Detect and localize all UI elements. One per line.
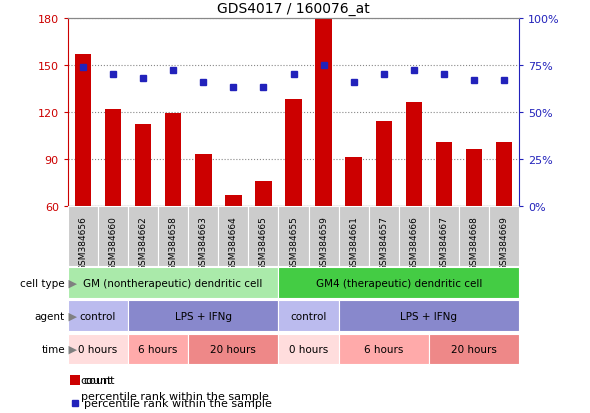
Bar <box>345 158 362 206</box>
Bar <box>68 268 278 298</box>
Bar <box>435 142 453 206</box>
Text: GSM384661: GSM384661 <box>349 216 358 270</box>
Text: GSM384662: GSM384662 <box>139 216 148 270</box>
Bar <box>68 301 128 331</box>
Text: 0 hours: 0 hours <box>78 344 117 354</box>
Bar <box>128 301 278 331</box>
Bar <box>135 125 152 206</box>
Text: ▶: ▶ <box>65 278 77 288</box>
Bar <box>315 20 332 206</box>
Bar <box>104 109 122 206</box>
Bar <box>188 334 278 364</box>
Bar <box>255 181 272 206</box>
Bar <box>278 268 519 298</box>
Bar <box>309 206 339 266</box>
Bar <box>339 206 369 266</box>
Bar <box>339 301 519 331</box>
Text: GSM384663: GSM384663 <box>199 216 208 270</box>
Text: GSM384657: GSM384657 <box>379 216 388 270</box>
Text: 6 hours: 6 hours <box>139 344 178 354</box>
Bar <box>278 301 339 331</box>
Text: GM4 (therapeutic) dendritic cell: GM4 (therapeutic) dendritic cell <box>316 278 482 288</box>
Bar <box>165 114 182 206</box>
Bar <box>248 206 278 266</box>
Text: GSM384666: GSM384666 <box>409 216 418 270</box>
Text: count: count <box>81 375 112 385</box>
Text: GSM384655: GSM384655 <box>289 216 298 270</box>
Bar <box>429 206 459 266</box>
Bar <box>128 334 188 364</box>
Bar <box>466 150 483 206</box>
Bar <box>496 142 513 206</box>
Bar <box>70 375 80 385</box>
Text: 6 hours: 6 hours <box>364 344 404 354</box>
Text: GM (nontherapeutic) dendritic cell: GM (nontherapeutic) dendritic cell <box>83 278 263 288</box>
Bar <box>158 206 188 266</box>
Text: GSM384668: GSM384668 <box>470 216 478 270</box>
Bar <box>429 334 519 364</box>
Bar <box>195 155 212 206</box>
Text: cell type: cell type <box>20 278 65 288</box>
Text: ▶: ▶ <box>65 311 77 321</box>
Text: GSM384669: GSM384669 <box>500 216 509 270</box>
Bar <box>225 195 242 206</box>
Bar <box>74 55 91 206</box>
Text: percentile rank within the sample: percentile rank within the sample <box>81 392 268 401</box>
Bar <box>188 206 218 266</box>
Bar <box>489 206 519 266</box>
Bar <box>339 334 429 364</box>
Text: ▶: ▶ <box>65 344 77 354</box>
Bar <box>68 334 128 364</box>
Text: control: control <box>290 311 327 321</box>
Text: GSM384664: GSM384664 <box>229 216 238 270</box>
Text: 20 hours: 20 hours <box>211 344 256 354</box>
Bar <box>98 206 128 266</box>
Text: 20 hours: 20 hours <box>451 344 497 354</box>
Bar <box>369 206 399 266</box>
Text: GSM384667: GSM384667 <box>440 216 448 270</box>
Text: GSM384660: GSM384660 <box>109 216 117 270</box>
Text: agent: agent <box>35 311 65 321</box>
Text: control: control <box>80 311 116 321</box>
Text: LPS + IFNg: LPS + IFNg <box>175 311 232 321</box>
Text: LPS + IFNg: LPS + IFNg <box>401 311 457 321</box>
Bar <box>459 206 489 266</box>
Bar <box>278 206 309 266</box>
Bar <box>375 122 392 206</box>
Text: GSM384659: GSM384659 <box>319 216 328 270</box>
Bar <box>285 100 302 206</box>
Text: count: count <box>84 375 115 385</box>
Bar <box>218 206 248 266</box>
Bar <box>278 334 339 364</box>
Text: percentile rank within the sample: percentile rank within the sample <box>84 398 271 408</box>
Text: GSM384665: GSM384665 <box>259 216 268 270</box>
Title: GDS4017 / 160076_at: GDS4017 / 160076_at <box>217 2 370 16</box>
Bar <box>399 206 429 266</box>
Bar <box>405 103 422 206</box>
Text: GSM384658: GSM384658 <box>169 216 178 270</box>
Text: GSM384656: GSM384656 <box>78 216 87 270</box>
Bar <box>128 206 158 266</box>
Text: time: time <box>41 344 65 354</box>
Bar <box>68 206 98 266</box>
Text: 0 hours: 0 hours <box>289 344 328 354</box>
